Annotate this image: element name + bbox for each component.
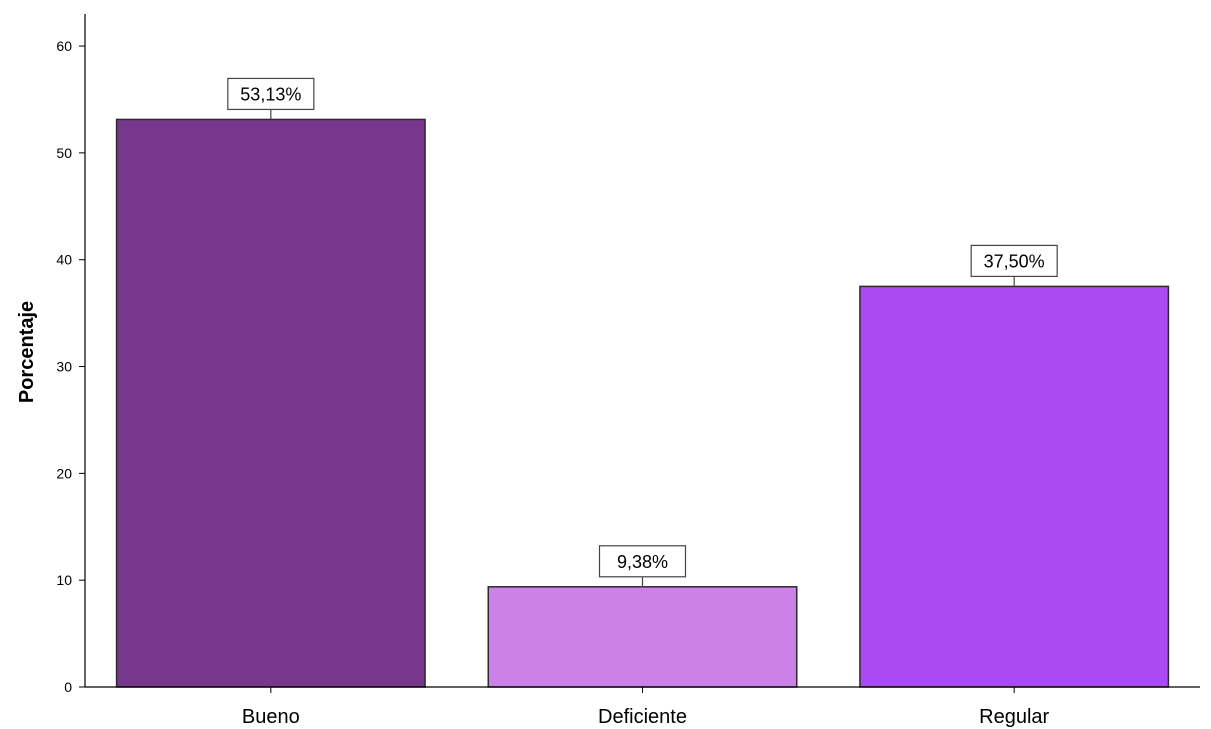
data-label-box <box>598 545 687 578</box>
y-axis-label: Porcentaje <box>16 301 38 403</box>
category-label-regular: Regular <box>979 706 1049 728</box>
y-tick-label: 30 <box>56 359 72 375</box>
data-label: 9,38% <box>617 552 668 572</box>
bar-deficiente <box>487 586 798 688</box>
bar-bueno <box>115 118 426 688</box>
data-label: 37,50% <box>984 251 1045 271</box>
y-axis-ticks: 0 10 20 30 40 50 60 <box>56 38 85 695</box>
y-tick-label: 40 <box>56 252 72 268</box>
data-label: 53,13% <box>240 84 301 104</box>
y-tick-label: 60 <box>56 38 72 54</box>
y-tick-label: 10 <box>56 572 72 588</box>
axes <box>84 14 1200 688</box>
bars <box>115 118 1170 688</box>
category-label-bueno: Bueno <box>242 706 300 728</box>
category-labels: Bueno Deficiente Regular <box>242 687 1050 728</box>
category-label-deficiente: Deficiente <box>598 706 687 728</box>
data-labels: 53,13% 9,38% 37,50% <box>227 77 1058 587</box>
data-label-box <box>227 77 315 111</box>
bar-regular <box>859 285 1170 688</box>
y-tick-label: 20 <box>56 465 72 481</box>
data-label-box <box>970 244 1058 278</box>
y-tick-label: 0 <box>64 679 72 695</box>
y-tick-label: 50 <box>56 145 72 161</box>
